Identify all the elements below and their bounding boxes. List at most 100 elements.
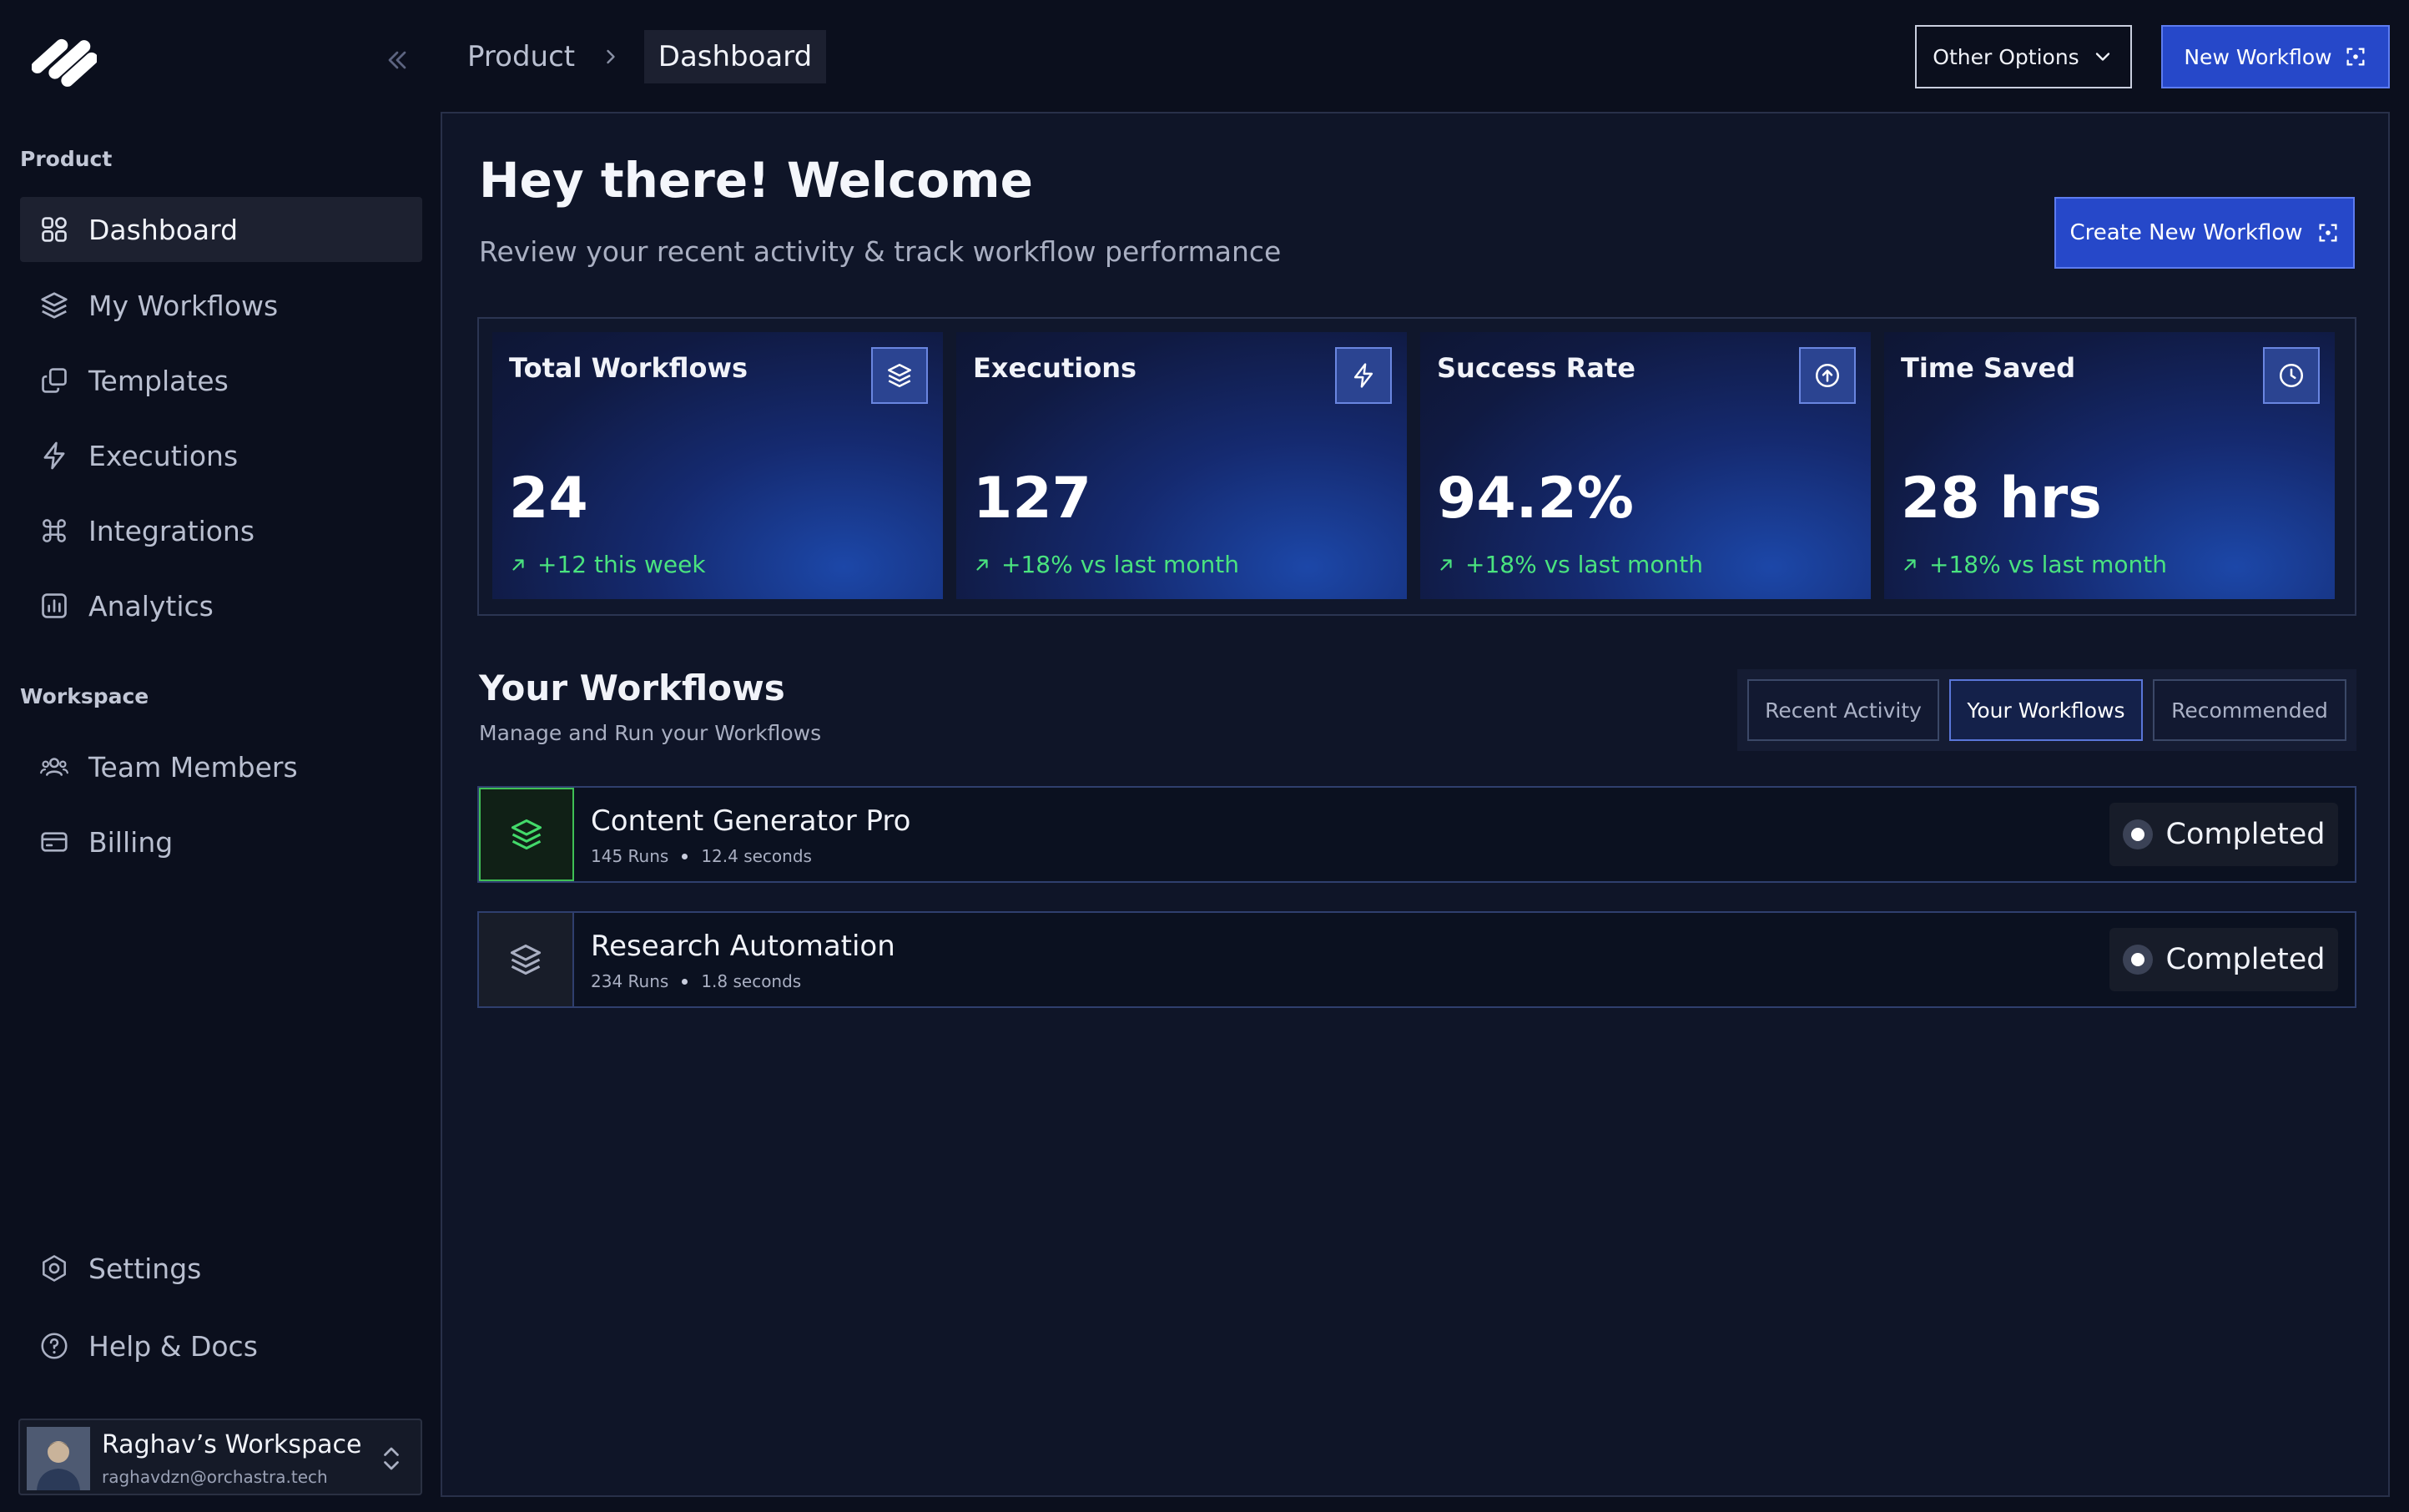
workspace-email: raghavdzn@orchastra.tech [102, 1467, 328, 1487]
page-title: Hey there! Welcome [479, 152, 1033, 209]
separator-dot [682, 853, 688, 859]
create-new-workflow-button[interactable]: Create New Workflow [2054, 197, 2355, 269]
status-badge: Completed [2109, 928, 2338, 991]
sidebar-item-label: Team Members [88, 750, 298, 784]
layers-icon [479, 913, 574, 1006]
arrow-up-circle-icon [1799, 347, 1856, 404]
sidebar-item-integrations[interactable]: Integrations [20, 498, 422, 563]
workflow-duration: 12.4 seconds [701, 846, 812, 866]
settings-icon [38, 1252, 70, 1284]
chevrons-left-icon[interactable] [382, 45, 412, 75]
workflow-tabs: Recent Activity Your Workflows Recommend… [1737, 669, 2356, 751]
scan-icon [2344, 45, 2367, 68]
workflow-runs: 234 Runs [591, 971, 669, 991]
sidebar-item-my-workflows[interactable]: My Workflows [20, 273, 422, 338]
layers-icon [38, 290, 70, 321]
lightning-icon [1335, 347, 1392, 404]
sidebar-item-templates[interactable]: Templates [20, 348, 422, 413]
sidebar-item-billing[interactable]: Billing [20, 809, 422, 874]
bar-chart-icon [38, 590, 70, 622]
help-circle-icon [38, 1330, 70, 1362]
stat-card-executions: Executions 127 +18% vs last month [956, 332, 1407, 599]
stat-value: 94.2% [1437, 466, 1634, 532]
lightning-icon [38, 440, 70, 471]
stat-title: Total Workflows [509, 352, 748, 384]
clock-icon [2263, 347, 2320, 404]
arrow-up-right-icon [509, 556, 527, 574]
separator-dot [682, 978, 688, 985]
sidebar-item-label: Billing [88, 825, 174, 859]
new-workflow-button[interactable]: New Workflow [2161, 25, 2390, 88]
workflow-meta: 145 Runs 12.4 seconds [591, 846, 812, 866]
sidebar-item-label: Analytics [88, 589, 214, 622]
section-label-product: Product [20, 147, 113, 171]
stat-delta: +18% vs last month [973, 551, 1239, 578]
chevron-right-icon [599, 45, 622, 68]
sidebar-item-label: Integrations [88, 514, 255, 547]
section-label-workspace: Workspace [20, 684, 149, 708]
breadcrumb-current: Dashboard [644, 30, 826, 83]
stat-delta: +18% vs last month [1437, 551, 1703, 578]
workflow-name: Research Automation [591, 930, 895, 963]
stat-delta-text: +18% vs last month [1001, 551, 1239, 578]
chevron-down-icon [2091, 45, 2114, 68]
stat-value: 127 [973, 466, 1091, 532]
tab-recommended[interactable]: Recommended [2153, 679, 2346, 741]
arrow-up-right-icon [973, 556, 991, 574]
chevrons-up-down-icon [379, 1444, 404, 1474]
copy-icon [38, 365, 70, 396]
status-text: Completed [2165, 818, 2326, 851]
stripes-logo-icon[interactable] [32, 33, 97, 90]
status-dot-icon [2122, 819, 2153, 849]
sidebar-item-analytics[interactable]: Analytics [20, 573, 422, 638]
stat-title: Success Rate [1437, 352, 1635, 384]
stat-delta-text: +12 this week [537, 551, 706, 578]
stat-value: 24 [509, 466, 588, 532]
sidebar-item-label: Templates [88, 364, 229, 397]
new-workflow-label: New Workflow [2184, 44, 2332, 69]
arrow-up-right-icon [1901, 556, 1919, 574]
stat-delta-text: +18% vs last month [1929, 551, 2167, 578]
workflows-section-title: Your Workflows [479, 668, 785, 708]
scan-icon [2316, 221, 2340, 244]
sidebar-item-help-docs[interactable]: Help & Docs [20, 1313, 422, 1378]
sidebar-item-settings[interactable]: Settings [20, 1236, 422, 1301]
sidebar-item-label: Settings [88, 1252, 202, 1285]
page-subtitle: Review your recent activity & track work… [479, 235, 1282, 268]
sidebar-item-dashboard[interactable]: Dashboard [20, 197, 422, 262]
arrow-up-right-icon [1437, 556, 1455, 574]
sidebar-item-label: Executions [88, 439, 239, 472]
workflow-meta: 234 Runs 1.8 seconds [591, 971, 801, 991]
status-text: Completed [2165, 943, 2326, 976]
main-panel: Hey there! Welcome Review your recent ac… [441, 112, 2390, 1497]
breadcrumb-product[interactable]: Product [467, 40, 576, 73]
workflow-row-content-generator-pro[interactable]: Content Generator Pro 145 Runs 12.4 seco… [477, 786, 2356, 883]
sidebar-item-label: My Workflows [88, 289, 279, 322]
workflow-row-research-automation[interactable]: Research Automation 234 Runs 1.8 seconds… [477, 911, 2356, 1008]
workflows-section-subtitle: Manage and Run your Workflows [479, 721, 822, 745]
tab-recent-activity[interactable]: Recent Activity [1747, 679, 1939, 741]
stat-title: Time Saved [1901, 352, 2076, 384]
sidebar: Product Dashboard My Workflows Templates… [0, 0, 432, 1512]
other-options-button[interactable]: Other Options [1915, 25, 2132, 88]
workflow-name: Content Generator Pro [591, 804, 911, 838]
sidebar-item-executions[interactable]: Executions [20, 423, 422, 488]
avatar [27, 1427, 90, 1490]
create-new-workflow-label: Create New Workflow [2069, 220, 2303, 245]
workspace-name: Raghav’s Workspace [102, 1430, 362, 1459]
workspace-switcher[interactable]: Raghav’s Workspace raghavdzn@orchastra.t… [18, 1419, 422, 1495]
status-dot-icon [2122, 945, 2153, 975]
tab-your-workflows[interactable]: Your Workflows [1949, 679, 2143, 741]
stat-delta: +18% vs last month [1901, 551, 2167, 578]
stats-panel: Total Workflows 24 +12 this week Executi… [477, 317, 2356, 616]
sidebar-item-team-members[interactable]: Team Members [20, 734, 422, 799]
layers-icon [871, 347, 928, 404]
users-icon [38, 751, 70, 783]
other-options-label: Other Options [1933, 44, 2079, 69]
workflow-runs: 145 Runs [591, 846, 669, 866]
stat-value: 28 hrs [1901, 466, 2102, 532]
stat-card-total-workflows: Total Workflows 24 +12 this week [492, 332, 943, 599]
stat-card-success-rate: Success Rate 94.2% +18% vs last month [1420, 332, 1871, 599]
stat-title: Executions [973, 352, 1137, 384]
status-badge: Completed [2109, 803, 2338, 866]
